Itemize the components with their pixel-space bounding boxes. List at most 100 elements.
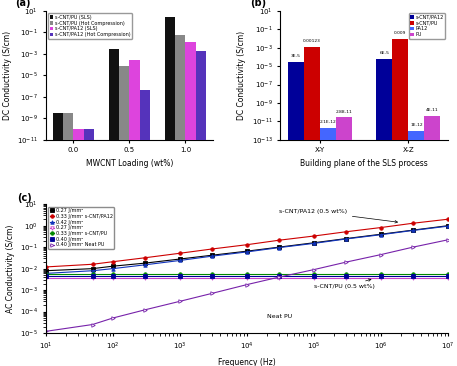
0.27 J/mm² — [445, 224, 451, 228]
0.42 J/mm² — [276, 246, 282, 250]
Bar — [186, 42, 196, 366]
0.40 J/mm² — [343, 274, 349, 278]
0.40 J/mm² Neat PU — [209, 291, 214, 296]
Bar — [53, 113, 64, 366]
Text: (b): (b) — [250, 0, 266, 8]
0.27 J/mm² — [142, 261, 148, 265]
Line: 0.40 J/mm²: 0.40 J/mm² — [44, 274, 450, 278]
0.33 J/mm² s-CNT/PU — [410, 272, 415, 276]
0.33 J/mm² s-CNT/PA12 — [410, 221, 415, 225]
0.27 J/mm² — [311, 276, 317, 281]
0.40 J/mm² — [177, 274, 182, 278]
Text: 2.88-11: 2.88-11 — [335, 109, 352, 113]
0.33 J/mm² s-CNT/PU — [244, 272, 250, 276]
Line: 0.27 J/mm²: 0.27 J/mm² — [44, 224, 450, 272]
0.33 J/mm² s-CNT/PU — [276, 272, 282, 276]
Bar — [64, 113, 74, 366]
Bar — [424, 116, 440, 366]
Bar — [336, 117, 352, 366]
Text: Neat PU: Neat PU — [267, 314, 292, 319]
Y-axis label: DC Conductivity (S/cm): DC Conductivity (S/cm) — [3, 31, 12, 120]
Bar — [74, 129, 84, 366]
0.27 J/mm² — [343, 276, 349, 281]
Line: 0.33 J/mm² s-CNT/PA12: 0.33 J/mm² s-CNT/PA12 — [44, 217, 450, 269]
0.42 J/mm² — [311, 241, 317, 246]
0.42 J/mm² — [378, 232, 383, 237]
0.42 J/mm² — [445, 224, 451, 228]
0.33 J/mm² s-CNT/PU — [445, 272, 451, 276]
0.33 J/mm² s-CNT/PU — [43, 272, 48, 276]
0.42 J/mm² — [43, 271, 48, 276]
0.27 J/mm² — [378, 276, 383, 281]
0.27 J/mm² — [445, 276, 451, 281]
0.42 J/mm² — [244, 250, 250, 254]
0.40 J/mm² — [110, 274, 116, 278]
0.33 J/mm² s-CNT/PA12 — [110, 259, 116, 264]
0.40 J/mm² — [445, 274, 451, 278]
0.42 J/mm² — [177, 258, 182, 263]
0.40 J/mm² Neat PU — [90, 322, 96, 327]
Text: 6E-5: 6E-5 — [379, 51, 389, 55]
0.33 J/mm² s-CNT/PA12 — [177, 251, 182, 255]
0.27 J/mm² — [209, 276, 214, 281]
Line: 0.42 J/mm²: 0.42 J/mm² — [44, 224, 450, 275]
0.33 J/mm² s-CNT/PA12 — [244, 243, 250, 247]
Bar — [393, 39, 409, 366]
Bar — [320, 128, 336, 366]
0.27 J/mm² — [110, 264, 116, 268]
0.33 J/mm² s-CNT/PU — [209, 272, 214, 276]
0.33 J/mm² s-CNT/PA12 — [276, 238, 282, 242]
0.40 J/mm² Neat PU — [311, 268, 317, 272]
Bar — [304, 47, 320, 366]
Bar — [377, 59, 393, 366]
Legend: s-CNT/PA12, s-CNT/PU, PA12, PU: s-CNT/PA12, s-CNT/PU, PA12, PU — [409, 14, 446, 38]
Text: s-CNT/PA12 (0.5 wt%): s-CNT/PA12 (0.5 wt%) — [279, 209, 398, 223]
Bar — [288, 62, 304, 366]
0.40 J/mm² — [244, 274, 250, 278]
Legend: 0.27 J/mm², 0.33 J/mm² s-CNT/PA12, 0.42 J/mm², 0.27 J/mm², 0.33 J/mm² s-CNT/PU, : 0.27 J/mm², 0.33 J/mm² s-CNT/PA12, 0.42 … — [48, 207, 114, 249]
0.40 J/mm² — [410, 274, 415, 278]
0.27 J/mm² — [276, 245, 282, 249]
0.33 J/mm² s-CNT/PU — [378, 272, 383, 276]
Text: (a): (a) — [16, 0, 31, 8]
Text: 3E-5: 3E-5 — [291, 54, 301, 58]
0.27 J/mm² — [177, 276, 182, 281]
0.33 J/mm² s-CNT/PU — [142, 272, 148, 276]
X-axis label: MWCNT Loading (wt%): MWCNT Loading (wt%) — [86, 159, 173, 168]
0.40 J/mm² Neat PU — [177, 299, 182, 303]
0.42 J/mm² — [110, 266, 116, 271]
0.40 J/mm² Neat PU — [244, 283, 250, 287]
Bar — [165, 16, 175, 366]
0.40 J/mm² Neat PU — [142, 308, 148, 312]
0.27 J/mm² — [410, 228, 415, 232]
Bar — [129, 60, 139, 366]
0.33 J/mm² s-CNT/PA12 — [43, 265, 48, 269]
Bar — [109, 49, 119, 366]
0.42 J/mm² — [142, 263, 148, 267]
0.42 J/mm² — [209, 254, 214, 258]
0.33 J/mm² s-CNT/PU — [177, 272, 182, 276]
Y-axis label: DC Conductivity (S/cm): DC Conductivity (S/cm) — [237, 31, 246, 120]
0.40 J/mm² — [90, 274, 96, 278]
Text: s-CNT/PU (0.5 wt%): s-CNT/PU (0.5 wt%) — [314, 279, 375, 290]
0.40 J/mm² Neat PU — [410, 245, 415, 249]
Text: 1E-12: 1E-12 — [410, 123, 423, 127]
0.40 J/mm² — [209, 274, 214, 278]
0.33 J/mm² s-CNT/PU — [90, 272, 96, 276]
0.33 J/mm² s-CNT/PU — [343, 272, 349, 276]
Bar — [175, 35, 186, 366]
0.40 J/mm² Neat PU — [43, 329, 48, 333]
Y-axis label: AC Conductivity (S/cm): AC Conductivity (S/cm) — [5, 224, 15, 313]
0.27 J/mm² — [142, 276, 148, 281]
0.40 J/mm² — [43, 274, 48, 278]
0.27 J/mm² — [244, 249, 250, 253]
X-axis label: Building plane of the SLS process: Building plane of the SLS process — [300, 159, 428, 168]
0.33 J/mm² s-CNT/PA12 — [445, 217, 451, 221]
0.33 J/mm² s-CNT/PU — [311, 272, 317, 276]
0.40 J/mm² — [378, 274, 383, 278]
0.33 J/mm² s-CNT/PA12 — [311, 234, 317, 238]
X-axis label: Frequency (Hz): Frequency (Hz) — [218, 358, 276, 366]
Bar — [196, 51, 206, 366]
0.42 J/mm² — [90, 269, 96, 273]
Bar — [409, 131, 424, 366]
